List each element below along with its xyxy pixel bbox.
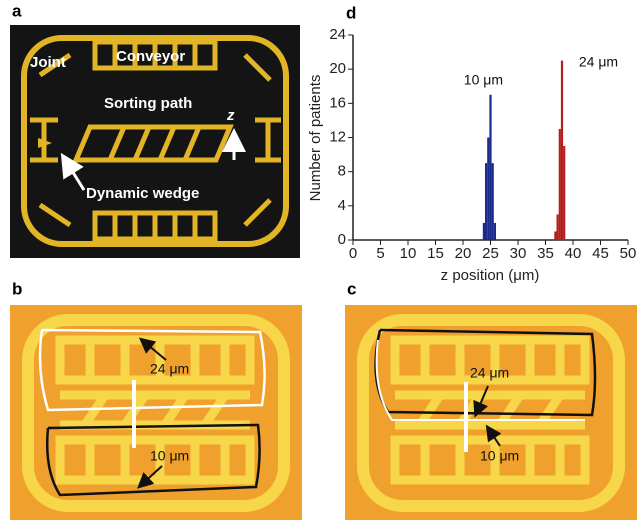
y-tick-label: 4 <box>338 197 346 214</box>
annotation: 10 μm <box>480 448 519 464</box>
y-axis-label: Number of patients <box>307 75 324 202</box>
x-tick-label: 45 <box>592 245 609 262</box>
x-tick-label: 50 <box>620 245 637 262</box>
x-tick-label: 20 <box>455 245 472 262</box>
y-tick-label: 16 <box>329 94 346 111</box>
histogram: 0 4 8 12 16 20 24 0 5 10 15 20 25 30 35 40 45 50 10 μm 24 μ… <box>329 26 636 262</box>
annotation: 10 μm <box>150 448 189 464</box>
annotation: 24 μm <box>470 365 509 381</box>
panel-label: b <box>12 279 22 298</box>
bar <box>557 214 559 240</box>
x-tick-label: 10 <box>400 245 417 262</box>
y-tick-label: 12 <box>329 128 346 145</box>
label-dynamic-wedge: Dynamic wedge <box>86 185 199 202</box>
y-tick-label: 20 <box>329 60 346 77</box>
panel-label: d <box>346 3 356 22</box>
device-photo <box>345 305 637 520</box>
panel-label: a <box>12 1 22 20</box>
annotation: 24 μm <box>150 361 189 377</box>
annotation: 10 μm <box>464 71 503 87</box>
bar <box>559 129 561 240</box>
y-tick-label: 8 <box>338 163 346 180</box>
x-tick-label: 40 <box>565 245 582 262</box>
label-sorting-path: Sorting path <box>104 95 192 112</box>
bar <box>554 231 556 240</box>
x-tick-label: 15 <box>427 245 444 262</box>
label-joint: Joint <box>30 54 66 71</box>
bar <box>561 61 563 240</box>
bar <box>494 223 496 240</box>
x-tick-label: 0 <box>349 245 357 262</box>
annotation: 24 μm <box>579 53 618 69</box>
label-conveyor: Conveyor <box>116 48 185 65</box>
bar <box>487 138 489 241</box>
bar <box>492 163 494 240</box>
y-tick-label: 24 <box>329 26 346 43</box>
x-tick-label: 25 <box>482 245 499 262</box>
y-tick-label: 0 <box>338 231 346 248</box>
x-axis-label: z position (μm) <box>441 267 540 284</box>
bar <box>485 163 487 240</box>
bar <box>563 146 565 240</box>
x-tick-label: 35 <box>537 245 554 262</box>
bar <box>489 95 491 240</box>
device-photo <box>10 305 302 520</box>
label-z: z <box>226 107 235 124</box>
x-tick-label: 30 <box>510 245 527 262</box>
x-tick-label: 5 <box>376 245 384 262</box>
figure: a Joint Conveyor Sorting path z Dynamic … <box>0 0 642 523</box>
panel-label: c <box>347 279 356 298</box>
bar <box>483 223 485 240</box>
